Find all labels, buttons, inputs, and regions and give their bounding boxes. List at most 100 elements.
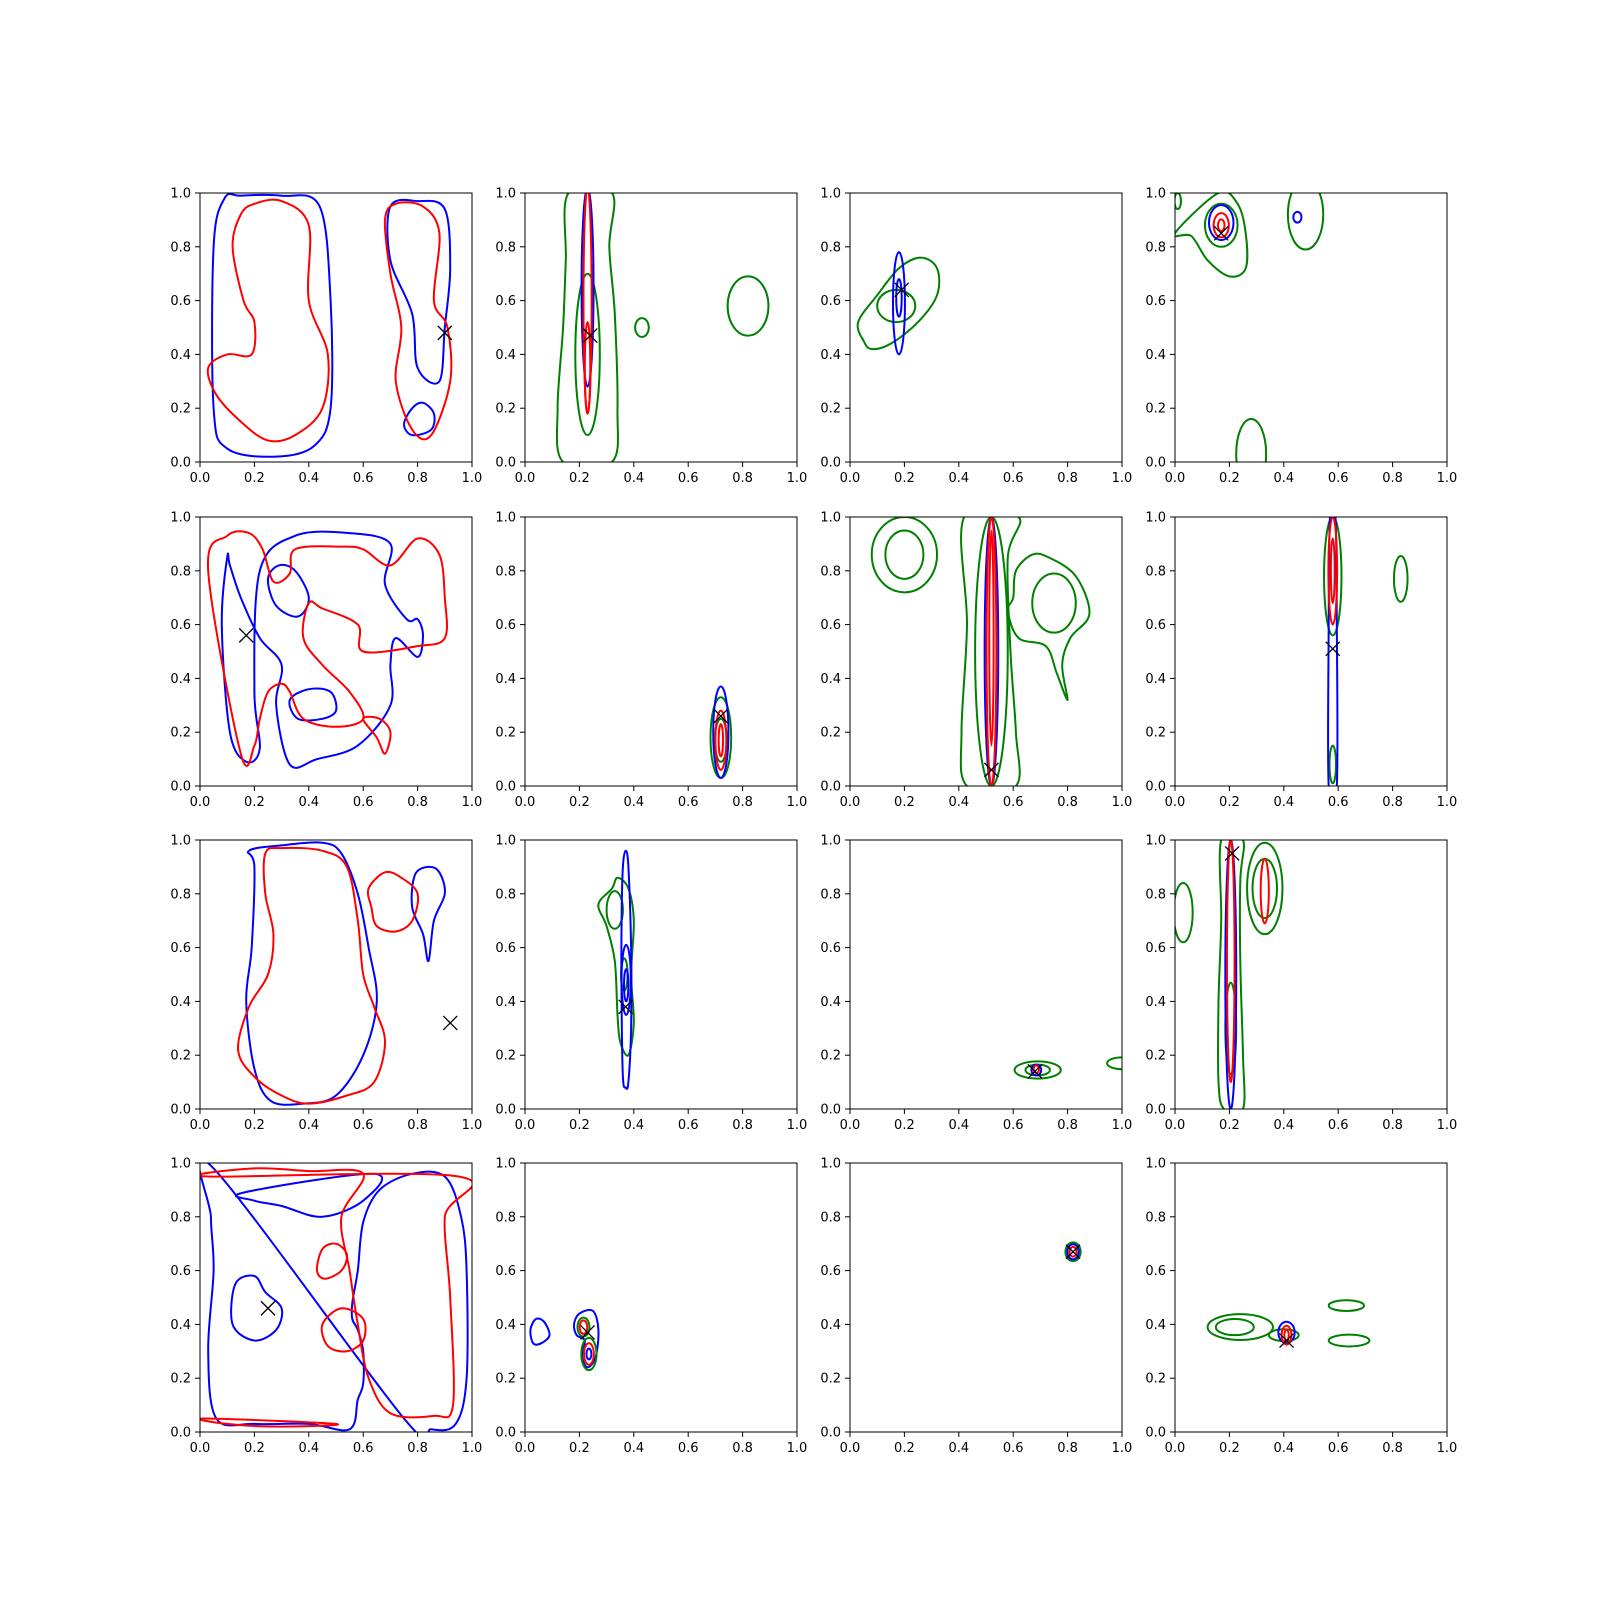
x-tick-label: 0.4 [948,1441,969,1456]
red-contour [1216,218,1226,233]
x-tick-label: 0.2 [1219,795,1240,810]
y-tick-label: 0.2 [820,726,841,741]
y-tick-label: 0.0 [495,1103,516,1118]
subplot-1-3: 0.00.0 0.2 0.2 0.4 0.4 0.6 0.6 0.8 0.8 1.0 1.0 [820,187,1132,487]
x-marker [894,282,910,298]
y-tick-label: 1.0 [1145,834,1166,849]
red-contour [583,321,592,415]
axes-frame [524,516,798,787]
y-tick-label: 0.2 [495,1372,516,1387]
green-contour [1216,840,1246,1109]
y-tick-label: 0.6 [1145,941,1166,956]
axes-frame [524,1162,798,1433]
subplot-2-1: 0.00.0 0.2 0.2 0.4 0.4 0.6 0.6 0.8 0.8 1.0 1.0 [170,511,482,811]
x-marker [580,1325,596,1340]
y-tick-label: 1.0 [170,834,191,849]
y-tick-label: 0.4 [170,672,191,687]
x-marker-stroke [1279,1333,1294,1348]
green-contour [1286,193,1325,251]
blue-contour [580,193,595,388]
x-tick-label: 1.0 [462,795,483,810]
y-tick-label: 0.0 [170,1103,191,1118]
x-marker [983,762,999,778]
x-tick-label: 1.0 [1437,1118,1458,1133]
y-tick-label: 0.4 [820,348,841,363]
y-tick-label: 0.8 [495,240,516,255]
subplot-3-1: 0.00.0 0.2 0.2 0.4 0.4 0.6 0.6 0.8 0.8 1.0 1.0 [170,834,482,1134]
plot-area [1175,840,1284,1109]
y-tick-label: 0.2 [170,1372,191,1387]
y-tick-label: 0.8 [170,240,191,255]
axes-frame [199,1162,473,1433]
plot-area [1013,1056,1122,1080]
y-tick-label: 0.8 [1145,1210,1166,1225]
plot-area [200,1163,472,1432]
blue-contour [983,517,1000,786]
x-tick-label: 0.0 [840,1118,861,1133]
y-tick-label: 0.2 [495,1049,516,1064]
y-tick-label: 0.0 [820,1103,841,1118]
red-contour [583,1342,595,1366]
y-tick-label: 0.4 [495,348,516,363]
x-marker-stroke [1213,225,1229,241]
y-tick-label: 0.0 [1145,456,1166,471]
y-tick-label: 0.8 [495,887,516,902]
blue-contour [572,1308,600,1369]
axes-frame [849,839,1123,1110]
red-contour [200,1417,340,1428]
x-tick-label: 0.0 [515,795,536,810]
y-tick-label: 1.0 [170,187,191,202]
x-tick-label: 0.0 [840,471,861,486]
subplot-1-1: 0.00.0 0.2 0.2 0.4 0.4 0.6 0.6 0.8 0.8 1.0 1.0 [170,187,482,487]
y-tick-label: 0.6 [170,294,191,309]
x-tick-label: 0.4 [1273,795,1294,810]
green-contour [1175,193,1182,211]
plot-area [870,517,1091,786]
y-tick-label: 1.0 [170,1157,191,1172]
y-tick-label: 0.4 [1145,995,1166,1010]
x-marker-stroke [260,1300,276,1316]
red-contour [1259,857,1270,925]
x-tick-label: 0.0 [840,795,861,810]
x-tick-label: 0.2 [569,471,590,486]
axes-frame [199,192,473,463]
blue-contour [585,1347,593,1361]
y-tick-label: 0.4 [495,1318,516,1333]
subplot-2-4: 0.00.0 0.2 0.2 0.4 0.4 0.6 0.6 0.8 0.8 1.0 1.0 [1145,511,1457,811]
x-marker [1279,1333,1294,1348]
green-contour [555,193,619,462]
blue-contour [623,968,630,1003]
y-tick-label: 0.2 [1145,1372,1166,1387]
y-tick-label: 0.4 [170,1318,191,1333]
y-tick-label: 0.2 [1145,1049,1166,1064]
x-tick-label: 0.2 [1219,1441,1240,1456]
axes-frame [524,192,798,463]
y-tick-label: 0.6 [820,618,841,633]
subplot-4-1: 0.00.0 0.2 0.2 0.4 0.4 0.6 0.6 0.8 0.8 1.0 1.0 [170,1157,482,1457]
y-tick-label: 0.8 [495,1210,516,1225]
x-tick-label: 0.4 [1273,1118,1294,1133]
green-contour [1006,552,1091,701]
red-contour [714,709,728,771]
blue-contour [386,198,452,385]
red-contour [985,517,998,786]
x-tick-label: 0.6 [1328,471,1349,486]
red-contour [200,1167,472,1419]
y-tick-label: 0.0 [495,456,516,471]
axes-frame [1174,516,1448,787]
subplot-1-4: 0.00.0 0.2 0.2 0.4 0.4 0.6 0.6 0.8 0.8 1.0 1.0 [1145,187,1457,487]
y-tick-label: 0.6 [1145,618,1166,633]
y-tick-label: 0.6 [170,618,191,633]
plot-area [237,841,446,1106]
y-tick-label: 0.8 [170,1210,191,1225]
y-tick-label: 0.0 [820,1426,841,1441]
y-tick-label: 0.0 [170,456,191,471]
y-tick-label: 0.2 [820,1372,841,1387]
x-tick-label: 0.8 [1382,1118,1403,1133]
axes-frame [849,1162,1123,1433]
y-tick-label: 1.0 [1145,511,1166,526]
blue-contour [1277,1320,1296,1345]
red-contour [1068,1245,1078,1258]
blue-contour [620,943,632,1016]
